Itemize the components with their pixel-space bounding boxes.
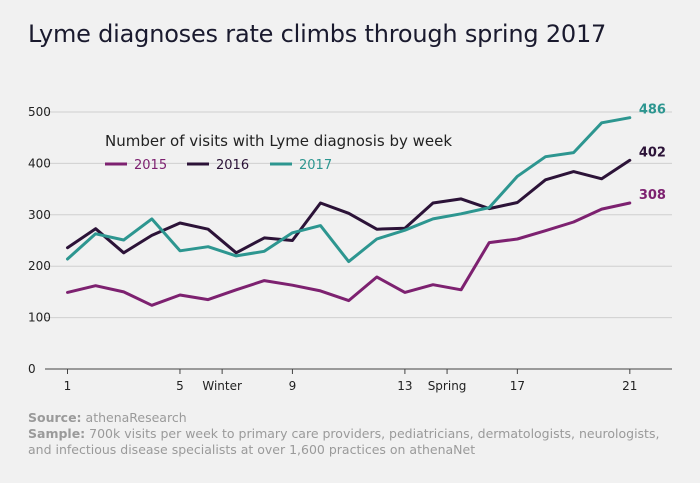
x-tick-label-winter: Winter	[202, 379, 242, 393]
sample-text: 700k visits per week to primary care pro…	[28, 426, 660, 457]
y-tick-label-100: 100	[28, 311, 51, 325]
legend-label-2015: 2015	[134, 158, 167, 173]
legend-label-2017: 2017	[299, 158, 332, 173]
end-labels: 308 402 486	[639, 103, 666, 203]
x-tick-label-17: 17	[510, 379, 525, 393]
gridlines	[45, 111, 672, 370]
y-tick-label-400: 400	[28, 156, 51, 170]
x-tick-label-spring: Spring	[428, 379, 467, 393]
series-line-2015	[66, 201, 632, 307]
legend: Number of visits with Lyme diagnosis by …	[105, 132, 452, 173]
source-label: Source:	[28, 410, 82, 425]
x-tick-label-5: 5	[176, 379, 184, 393]
y-tick-label-300: 300	[28, 208, 51, 222]
end-label-2015: 308	[639, 188, 666, 203]
legend-title: Number of visits with Lyme diagnosis by …	[105, 132, 452, 150]
x-tick-label-1: 1	[64, 379, 72, 393]
y-tick-label-0: 0	[28, 362, 36, 376]
series-line-2016	[66, 158, 632, 255]
series-lines	[66, 116, 632, 307]
footer: Source: athenaResearch Sample: 700k visi…	[28, 410, 678, 458]
y-tick-label-200: 200	[28, 259, 51, 273]
chart-title: Lyme diagnoses rate climbs through sprin…	[28, 20, 607, 48]
x-axis-ticks: 1 5 Winter 9 13 Spring 17 21	[64, 369, 637, 393]
end-label-2017: 486	[639, 103, 666, 118]
sample-line: Sample: 700k visits per week to primary …	[28, 426, 678, 458]
source-line: Source: athenaResearch	[28, 410, 678, 426]
x-tick-label-21: 21	[622, 379, 637, 393]
y-axis-ticks: 0 100 200 300 400 500	[28, 105, 51, 376]
x-tick-label-9: 9	[289, 379, 297, 393]
line-chart: 0 100 200 300 400 500 1 5 Winter 9 13 Spring 17 21 3…	[28, 103, 672, 393]
source-text: athenaResearch	[85, 410, 187, 425]
end-label-2016: 402	[639, 145, 666, 160]
y-tick-label-500: 500	[28, 105, 51, 119]
x-tick-label-13: 13	[397, 379, 412, 393]
legend-label-2016: 2016	[216, 158, 249, 173]
series-line-2017	[66, 116, 632, 264]
sample-label: Sample:	[28, 426, 86, 441]
